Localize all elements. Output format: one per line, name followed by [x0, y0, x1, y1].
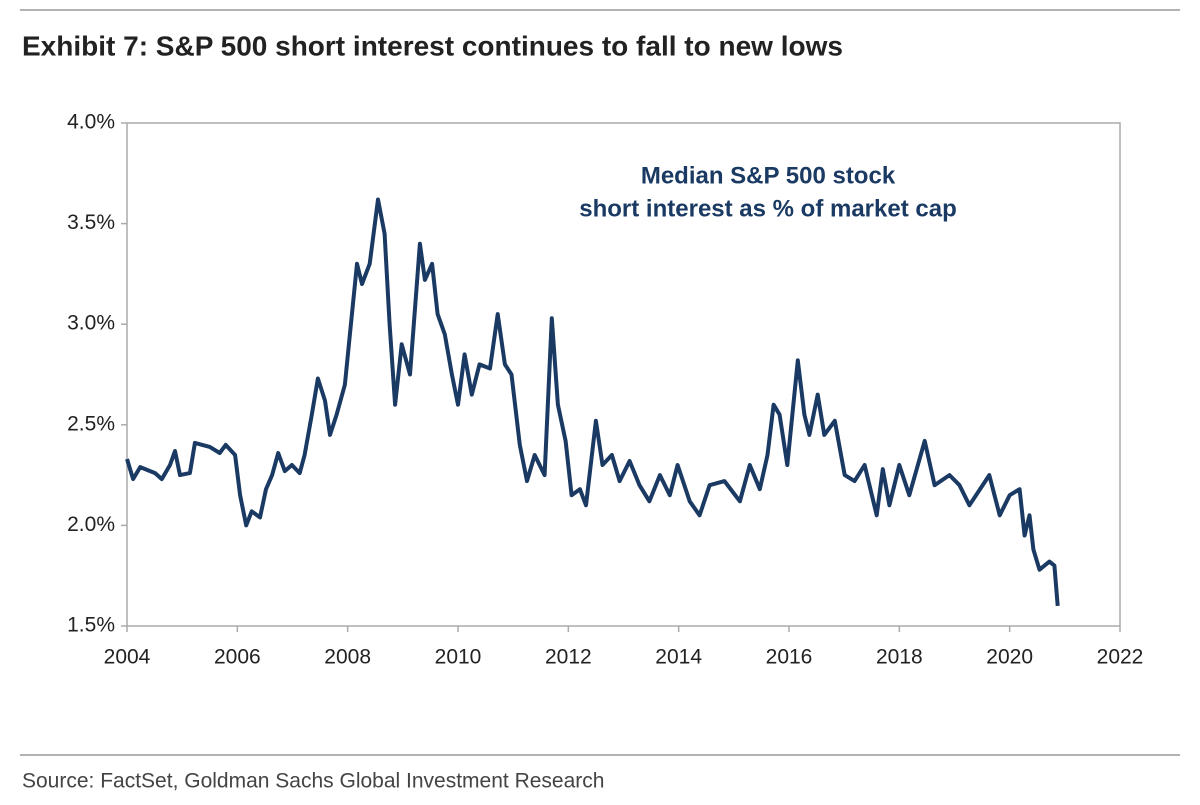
- x-tick-label: 2004: [104, 646, 151, 669]
- y-tick-label: 2.0%: [67, 513, 115, 536]
- annotation: Median S&P 500 stock: [641, 162, 896, 189]
- annotation: short interest as % of market cap: [579, 195, 956, 222]
- chart-title: Exhibit 7: S&P 500 short interest contin…: [22, 30, 843, 61]
- x-tick-label: 2008: [324, 646, 371, 669]
- x-tick-label: 2006: [214, 646, 261, 669]
- y-tick-label: 1.5%: [67, 614, 115, 637]
- x-tick-label: 2022: [1097, 646, 1144, 669]
- y-tick-label: 3.5%: [67, 211, 115, 234]
- x-tick-label: 2018: [876, 646, 923, 669]
- x-tick-label: 2014: [655, 646, 702, 669]
- x-tick-label: 2010: [435, 646, 482, 669]
- data-line: [125, 197, 1060, 607]
- plot-frame: [126, 122, 1121, 627]
- x-tick-label: 2016: [766, 646, 813, 669]
- y-tick-label: 2.5%: [67, 412, 115, 435]
- source-note: Source: FactSet, Goldman Sachs Global In…: [22, 770, 604, 793]
- x-tick-label: 2012: [545, 646, 592, 669]
- y-tick-label: 3.0%: [67, 312, 115, 335]
- x-tick-label: 2020: [986, 646, 1033, 669]
- y-tick-label: 4.0%: [67, 111, 115, 134]
